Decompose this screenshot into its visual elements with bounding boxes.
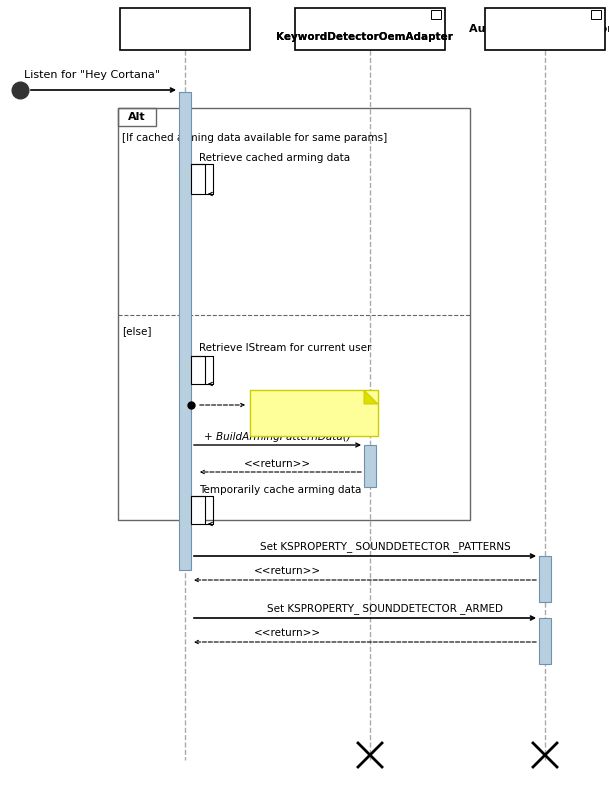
Text: Retrieve IStream for current user: Retrieve IStream for current user — [199, 343, 371, 353]
Text: Set KSPROPERTY_ SOUNDDETECTOR _PATTERNS: Set KSPROPERTY_ SOUNDDETECTOR _PATTERNS — [259, 541, 510, 552]
Text: [If cached arming data available for same params]: [If cached arming data available for sam… — [122, 133, 387, 143]
Text: Speech Platform: Speech Platform — [130, 23, 240, 36]
Text: <<return>>: <<return>> — [254, 628, 321, 638]
Text: KeywordDetectorOemAdapter: KeywordDetectorOemAdapter — [275, 32, 452, 42]
Bar — [179, 92, 191, 570]
Text: <<return>>: <<return>> — [254, 566, 321, 576]
Text: Audio driver : Detector: Audio driver : Detector — [469, 24, 609, 34]
Polygon shape — [364, 390, 378, 404]
Text: KeywordDetectorOemAdapter: KeywordDetectorOemAdapter — [275, 32, 452, 42]
Bar — [191, 496, 205, 524]
Text: <<return>>: <<return>> — [244, 459, 311, 469]
Text: Alt: Alt — [128, 112, 146, 122]
Bar — [591, 10, 601, 19]
Text: Temporarily cache arming data: Temporarily cache arming data — [199, 485, 361, 495]
Text: [else]: [else] — [122, 326, 152, 336]
Bar — [120, 8, 250, 50]
Bar — [191, 164, 205, 194]
Bar — [118, 108, 470, 520]
Text: Set KSPROPERTY_ SOUNDDETECTOR _ARMED: Set KSPROPERTY_ SOUNDDETECTOR _ARMED — [267, 604, 503, 615]
Bar — [250, 390, 378, 436]
Bar — [364, 445, 376, 487]
Bar — [539, 556, 551, 602]
Bar — [191, 356, 205, 384]
Text: Retrieve cached arming data: Retrieve cached arming data — [199, 153, 350, 163]
Text: + BuildArmingPatternData(): + BuildArmingPatternData() — [204, 432, 351, 442]
Bar — [431, 10, 441, 19]
Text: Listen for "Hey Cortana": Listen for "Hey Cortana" — [24, 70, 161, 80]
Text: The IStream contents
may be empty: The IStream contents may be empty — [254, 404, 366, 426]
Bar — [118, 108, 156, 126]
Bar — [485, 8, 605, 50]
Bar — [539, 618, 551, 664]
Bar — [295, 8, 445, 50]
Text: OEM DLL :: OEM DLL : — [333, 20, 396, 30]
